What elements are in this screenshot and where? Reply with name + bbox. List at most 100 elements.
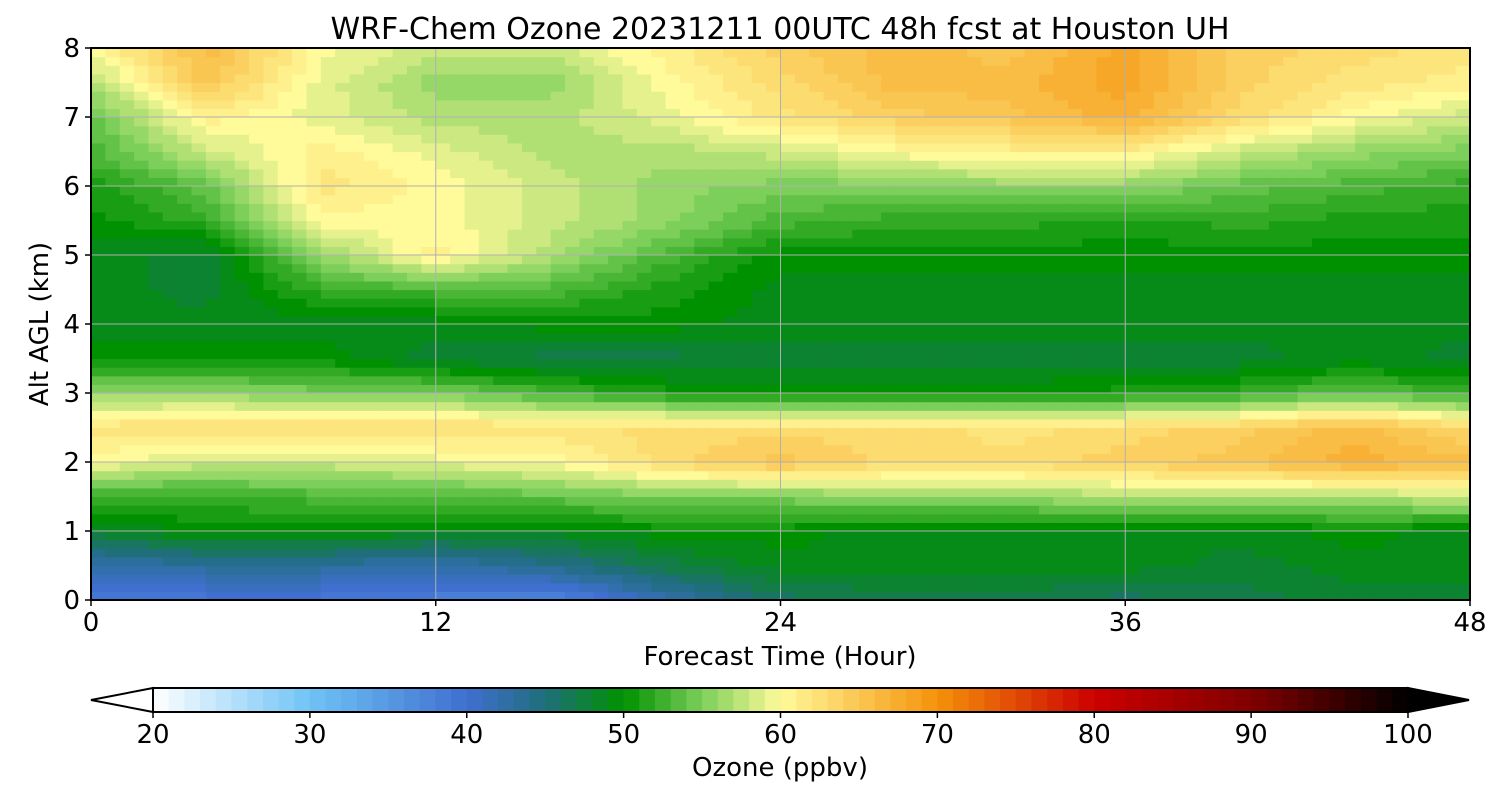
heatmap-cell xyxy=(306,56,322,66)
heatmap-cell xyxy=(895,401,911,411)
heatmap-cell xyxy=(507,229,523,239)
heatmap-cell xyxy=(780,134,796,144)
heatmap-cell xyxy=(1139,125,1155,135)
heatmap-cell xyxy=(1197,324,1213,334)
heatmap-cell xyxy=(378,418,394,429)
heatmap-cell xyxy=(1039,453,1055,463)
heatmap-cell xyxy=(1067,237,1083,247)
heatmap-cell xyxy=(737,211,753,222)
heatmap-cell xyxy=(320,211,336,222)
heatmap-cell xyxy=(981,324,997,334)
heatmap-cell xyxy=(378,246,394,256)
heatmap-cell xyxy=(363,160,379,170)
heatmap-cell xyxy=(837,582,853,592)
heatmap-cell xyxy=(1110,565,1126,575)
heatmap-cell xyxy=(320,470,336,480)
heatmap-cell xyxy=(263,117,279,127)
heatmap-cell xyxy=(277,108,293,118)
heatmap-cell xyxy=(1024,427,1040,437)
heatmap-cell xyxy=(1067,453,1083,463)
heatmap-cell xyxy=(1067,418,1083,429)
heatmap-cell xyxy=(737,332,753,342)
heatmap-cell xyxy=(277,367,293,377)
heatmap-cell xyxy=(1125,341,1141,351)
heatmap-cell xyxy=(349,246,365,256)
heatmap-cell xyxy=(751,324,767,334)
heatmap-cell xyxy=(967,332,983,342)
heatmap-cell xyxy=(234,591,250,600)
heatmap-cell xyxy=(277,315,293,325)
heatmap-cell xyxy=(809,367,825,377)
heatmap-cell xyxy=(837,134,853,144)
heatmap-cell xyxy=(234,505,250,515)
heatmap-cell xyxy=(636,531,652,541)
heatmap-cell xyxy=(91,401,106,411)
heatmap-cell xyxy=(507,280,523,291)
heatmap-cell xyxy=(263,91,279,101)
heatmap-cell xyxy=(708,65,724,75)
heatmap-cell xyxy=(277,134,293,144)
heatmap-cell xyxy=(938,65,954,75)
heatmap-cell xyxy=(866,56,882,66)
heatmap-cell xyxy=(565,203,580,213)
heatmap-cell xyxy=(967,48,983,58)
heatmap-cell xyxy=(249,436,264,446)
heatmap-cell xyxy=(177,505,193,515)
heatmap-cell xyxy=(335,427,351,437)
heatmap-cell xyxy=(550,496,566,506)
heatmap-cell xyxy=(809,487,825,498)
heatmap-cell xyxy=(881,194,897,204)
heatmap-cell xyxy=(1053,444,1069,454)
heatmap-cell xyxy=(464,574,480,584)
heatmap-cell xyxy=(909,505,925,515)
heatmap-cell xyxy=(708,565,724,575)
heatmap-cell xyxy=(1053,496,1069,506)
heatmap-cell xyxy=(478,427,494,437)
heatmap-cell xyxy=(1110,574,1126,584)
heatmap-cell xyxy=(952,367,968,377)
heatmap-cell xyxy=(421,367,437,377)
heatmap-cell xyxy=(1125,99,1141,109)
heatmap-cell xyxy=(780,513,796,523)
heatmap-cell xyxy=(464,505,480,515)
heatmap-cell xyxy=(1168,401,1184,411)
heatmap-cell xyxy=(1197,289,1213,299)
heatmap-cell xyxy=(608,479,624,489)
heatmap-cell xyxy=(981,505,997,515)
heatmap-cell xyxy=(191,531,207,541)
heatmap-cell xyxy=(205,246,221,256)
heatmap-cell xyxy=(292,186,308,196)
heatmap-cell xyxy=(521,324,537,334)
heatmap-cell xyxy=(435,531,451,541)
heatmap-cell xyxy=(794,444,810,454)
heatmap-cell xyxy=(277,73,293,84)
heatmap-cell xyxy=(794,513,810,523)
heatmap-cell xyxy=(177,203,193,213)
heatmap-cell xyxy=(1139,367,1155,377)
heatmap-cell xyxy=(536,280,552,291)
heatmap-cell xyxy=(766,427,782,437)
heatmap-cell xyxy=(766,151,782,161)
heatmap-cell xyxy=(349,73,365,84)
heatmap-cell xyxy=(694,341,710,351)
heatmap-cell xyxy=(723,160,738,170)
heatmap-cell xyxy=(306,522,322,532)
heatmap-cell xyxy=(1153,246,1169,256)
heatmap-cell xyxy=(794,48,810,58)
heatmap-cell xyxy=(478,539,494,549)
heatmap-cell xyxy=(349,462,365,472)
heatmap-cell xyxy=(550,99,566,109)
heatmap-cell xyxy=(478,125,494,135)
heatmap-cell xyxy=(565,332,580,342)
heatmap-cell xyxy=(881,280,897,291)
heatmap-cell xyxy=(1024,56,1040,66)
heatmap-cell xyxy=(421,289,437,299)
heatmap-cell xyxy=(292,65,308,75)
heatmap-cell xyxy=(766,444,782,454)
heatmap-cell xyxy=(651,91,667,101)
heatmap-cell xyxy=(794,349,810,360)
heatmap-cell xyxy=(407,444,422,454)
heatmap-cell xyxy=(220,134,236,144)
heatmap-cell xyxy=(579,341,595,351)
heatmap-cell xyxy=(1182,151,1198,161)
